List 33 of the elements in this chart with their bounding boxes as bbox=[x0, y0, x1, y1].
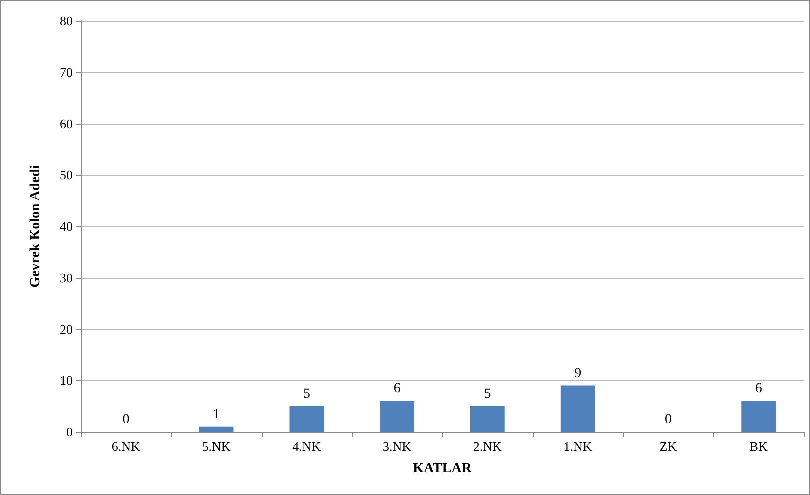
data-label: 0 bbox=[664, 412, 672, 428]
x-tick-label: 1.NK bbox=[564, 439, 593, 454]
data-label: 5 bbox=[303, 386, 310, 402]
bar bbox=[290, 406, 324, 432]
x-tick-label: 3.NK bbox=[383, 439, 412, 454]
x-axis-title: KATLAR bbox=[413, 462, 473, 476]
x-tick-label: 6.NK bbox=[112, 439, 142, 454]
y-tick-label: 40 bbox=[60, 219, 73, 234]
data-label: 1 bbox=[213, 407, 220, 422]
y-tick-label: 0 bbox=[66, 424, 73, 440]
data-label: 0 bbox=[122, 412, 130, 428]
y-axis-title: Gevrek Kolon Adedi bbox=[28, 165, 44, 288]
bar bbox=[380, 401, 414, 432]
y-tick-label: 10 bbox=[60, 373, 73, 388]
bar bbox=[199, 426, 234, 432]
x-tick-label: ZK bbox=[660, 439, 678, 454]
x-tick-label: 2.NK bbox=[473, 439, 503, 454]
y-tick-label: 60 bbox=[60, 116, 73, 132]
data-label: 5 bbox=[484, 386, 492, 402]
x-tick-label: 4.NK bbox=[292, 439, 322, 454]
y-tick-label: 50 bbox=[60, 168, 73, 183]
data-label: 6 bbox=[394, 382, 401, 397]
x-tick-label: BK bbox=[750, 439, 768, 454]
bar bbox=[560, 386, 596, 432]
bar bbox=[742, 401, 776, 432]
data-label: 6 bbox=[755, 382, 762, 397]
y-tick-label: 80 bbox=[60, 14, 73, 28]
bar bbox=[470, 406, 505, 432]
x-tick-label: 5.NK bbox=[202, 439, 232, 454]
y-tick-label: 20 bbox=[60, 322, 73, 337]
data-label: 9 bbox=[574, 366, 582, 382]
y-tick-label: 30 bbox=[60, 270, 73, 286]
y-tick-label: 70 bbox=[60, 64, 73, 80]
